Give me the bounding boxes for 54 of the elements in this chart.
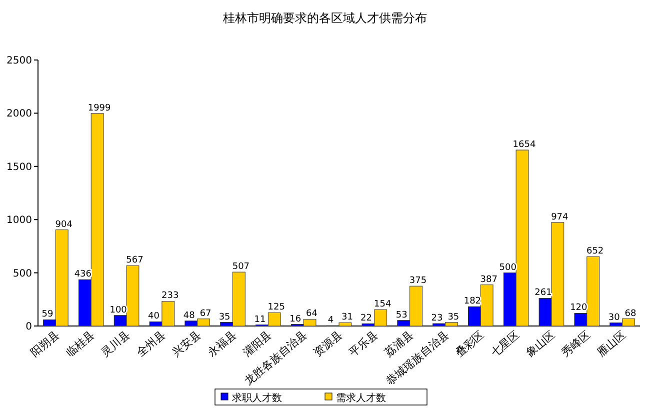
data-label: 1999: [88, 103, 112, 114]
data-label: 375: [409, 276, 427, 286]
x-tick-label: 七星区: [488, 328, 522, 360]
data-label: 904: [55, 220, 73, 230]
data-label: 23: [431, 314, 443, 324]
x-tick-label: 秀峰区: [559, 328, 593, 360]
data-label: 16: [290, 314, 302, 324]
data-label: 48: [183, 310, 196, 321]
x-tick-label: 雁山区: [594, 328, 628, 360]
data-label: 261: [534, 288, 552, 298]
data-label: 40: [148, 312, 160, 322]
data-label: 11: [254, 314, 266, 325]
legend-label: 求职人才数: [232, 392, 282, 404]
data-label: 1654: [512, 140, 536, 150]
data-label: 182: [464, 296, 482, 307]
data-label: 22: [360, 314, 372, 324]
data-label: 35: [448, 312, 460, 322]
x-tick-label: 平乐县: [346, 328, 380, 360]
data-label: 387: [480, 274, 498, 285]
legend-label: 需求人才数: [336, 392, 386, 404]
data-label: 68: [624, 308, 636, 319]
data-label: 974: [551, 212, 569, 222]
y-tick-label: 500: [12, 268, 32, 280]
data-label: 100: [110, 305, 128, 316]
x-tick-label: 资源县: [311, 328, 345, 360]
data-label: 500: [499, 262, 517, 273]
x-tick-label: 叠彩区: [452, 328, 487, 360]
data-label: 154: [374, 300, 392, 310]
y-tick-label: 0: [26, 322, 32, 332]
data-label: 30: [608, 312, 620, 323]
x-tick-label: 灵川县: [98, 328, 132, 360]
data-label: 233: [162, 291, 179, 302]
y-tick-label: 1500: [6, 162, 32, 173]
x-tick-label: 全州县: [134, 328, 168, 360]
data-label: 4: [328, 316, 334, 326]
y-tick-label: 1000: [6, 215, 32, 226]
x-tick-label: 临桂县: [63, 328, 98, 360]
y-tick-label: 2000: [6, 108, 32, 120]
data-label: 567: [126, 256, 144, 266]
data-label: 59: [42, 310, 54, 320]
data-label: 125: [268, 302, 285, 313]
x-tick-label: 兴安县: [170, 328, 204, 360]
data-label: 436: [74, 270, 92, 280]
data-label: 507: [232, 262, 250, 272]
x-tick-label: 永福县: [205, 328, 239, 360]
x-tick-label: 象山区: [524, 328, 558, 360]
data-label: 67: [200, 308, 212, 319]
data-label: 35: [218, 312, 230, 322]
data-label: 652: [586, 246, 604, 257]
data-label: 64: [306, 309, 318, 320]
chart-title: 桂林市明确要求的各区域人才供需分布: [222, 11, 427, 25]
data-label: 31: [341, 312, 353, 323]
data-label: 53: [396, 310, 408, 320]
y-tick-label: 2500: [6, 56, 32, 66]
